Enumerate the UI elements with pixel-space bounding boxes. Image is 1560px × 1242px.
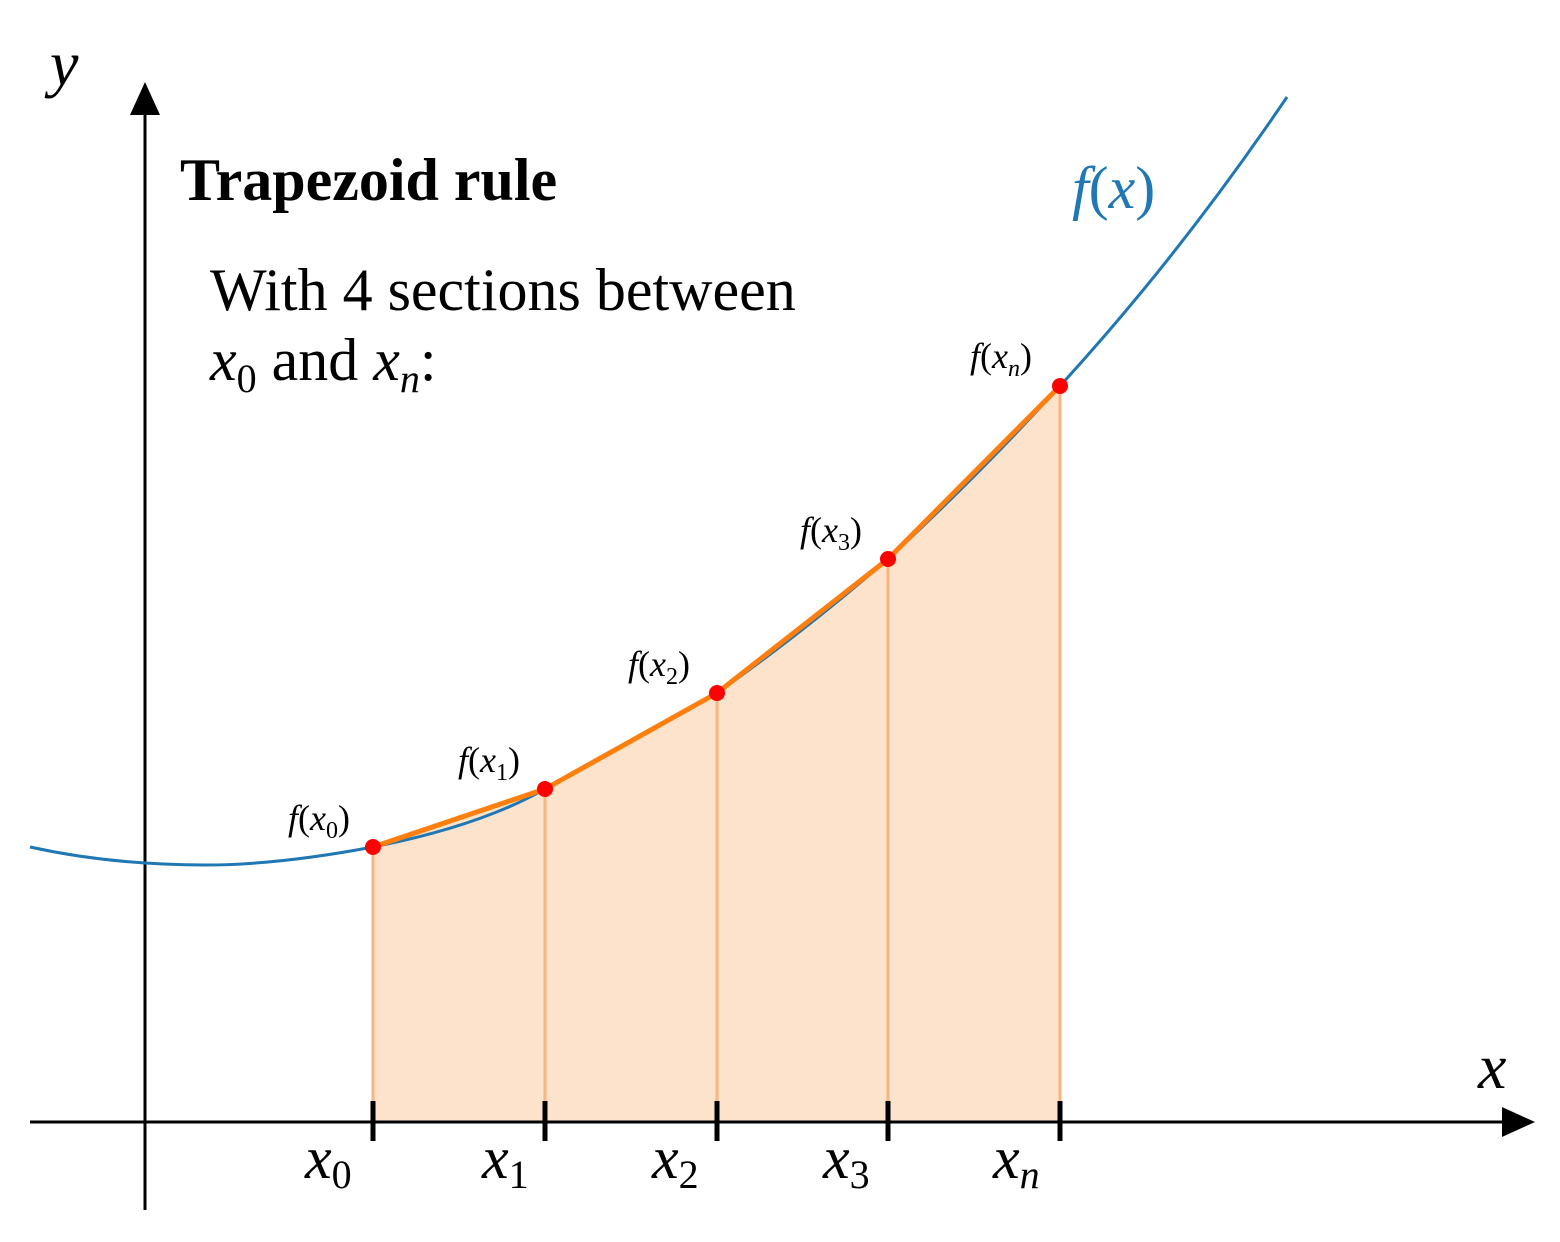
y-axis-arrowhead — [130, 82, 160, 115]
sample-point-xn — [1052, 378, 1068, 394]
f-label-xn-close: ) — [1020, 336, 1032, 376]
tick-label-x2-sub: 2 — [679, 1152, 699, 1197]
f-label-x1: f(x1) — [458, 740, 520, 786]
x-axis-label: x — [1477, 1031, 1506, 1102]
f-label-x0-sub: 0 — [326, 818, 338, 844]
tick-label-x3-var: x — [822, 1125, 850, 1191]
desc-var-a: x — [209, 327, 237, 393]
sample-point-x1 — [537, 781, 553, 797]
f-label-x1-open: ( — [468, 740, 480, 780]
tick-label-x1-sub: 1 — [509, 1152, 529, 1197]
desc-sub-a: 0 — [237, 356, 257, 401]
f-label-x2-close: ) — [678, 644, 690, 684]
tick-label-x1: x1 — [481, 1125, 529, 1197]
tick-label-x2: x2 — [651, 1125, 699, 1197]
tick-label-x0-var: x — [304, 1125, 332, 1191]
description-line-2: x0 and xn: — [209, 327, 437, 401]
f-label-x2-var: x — [649, 644, 666, 684]
curve-label-close: ) — [1135, 155, 1155, 221]
f-label-x0-close: ) — [338, 798, 350, 838]
f-label-x0-var: x — [309, 798, 326, 838]
sample-point-x2 — [709, 685, 725, 701]
sample-point-x3 — [880, 551, 896, 567]
f-label-x3-var: x — [821, 510, 838, 550]
desc-sub-b: n — [400, 356, 420, 401]
f-label-x0: f(x0) — [288, 798, 350, 844]
f-label-x2: f(x2) — [628, 644, 690, 690]
f-label-xn: f(xn) — [970, 336, 1032, 382]
f-label-x0-open: ( — [298, 798, 310, 838]
f-label-x1-var: x — [479, 740, 496, 780]
tick-label-xn-sub: n — [1020, 1152, 1040, 1197]
f-label-xn-sub: n — [1008, 356, 1020, 382]
f-label-x1-sub: 1 — [496, 760, 508, 786]
sample-point-x0 — [365, 839, 381, 855]
curve-label-var: x — [1108, 155, 1136, 221]
tick-label-x2-var: x — [651, 1125, 679, 1191]
desc-conj: and — [257, 327, 374, 393]
tick-label-xn: xn — [992, 1125, 1040, 1197]
f-label-x3-sub: 3 — [838, 530, 850, 556]
f-label-x2-sub: 2 — [666, 664, 678, 690]
diagram-title: Trapezoid rule — [180, 147, 557, 213]
tick-label-xn-var: x — [992, 1125, 1020, 1191]
y-axis-label: y — [44, 28, 79, 99]
tick-label-x0: x0 — [304, 1125, 352, 1197]
tick-label-x3: x3 — [822, 1125, 870, 1197]
f-label-xn-var: x — [991, 336, 1008, 376]
curve-label: f(x) — [1072, 155, 1155, 221]
curve-label-open: ( — [1089, 155, 1109, 221]
f-label-x3-close: ) — [850, 510, 862, 550]
description-line-1: With 4 sections between — [210, 257, 796, 323]
x-axis-arrowhead — [1502, 1107, 1535, 1137]
f-label-x3-open: ( — [810, 510, 822, 550]
f-label-x3: f(x3) — [800, 510, 862, 556]
desc-var-b: x — [372, 327, 400, 393]
f-label-x2-open: ( — [638, 644, 650, 684]
tick-label-x0-sub: 0 — [332, 1152, 352, 1197]
tick-label-x1-var: x — [481, 1125, 509, 1191]
tick-label-x3-sub: 3 — [850, 1152, 870, 1197]
f-label-xn-open: ( — [980, 336, 992, 376]
f-label-x1-close: ) — [508, 740, 520, 780]
desc-end: : — [420, 327, 437, 393]
